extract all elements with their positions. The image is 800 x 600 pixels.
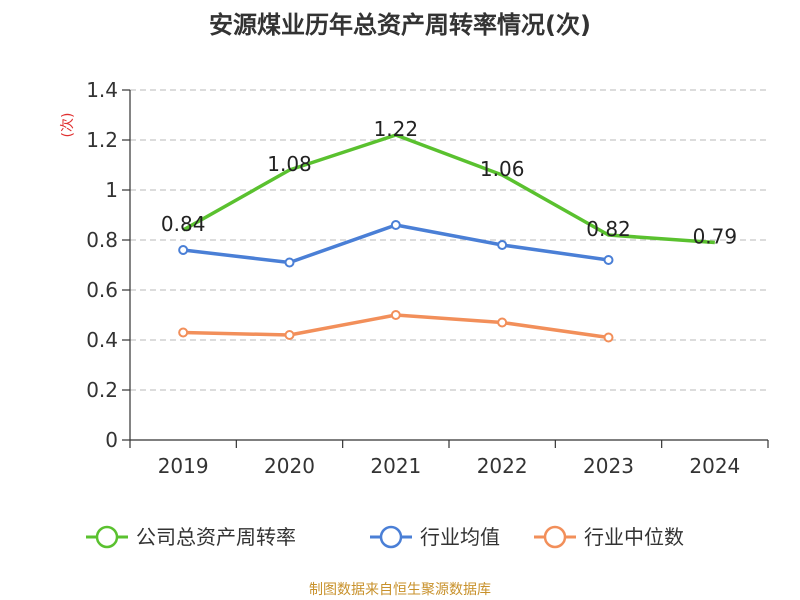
x-tick-label: 2023 [583, 454, 634, 478]
data-point [497, 317, 508, 328]
series-line-0 [182, 133, 715, 245]
data-label: 0.84 [161, 212, 206, 236]
axes: 0 0.2 0.4 0.6 0.8 1 1.2 1.4 2019 2020 2021 2022 2023… [86, 78, 769, 478]
legend-item-2[interactable]: 行业中位数 [534, 525, 684, 549]
y-tick-label: 0.6 [86, 278, 118, 302]
chart-title: 安源煤业历年总资产周转率情况(次) [209, 11, 591, 39]
y-tick-label: 0.8 [86, 228, 118, 252]
legend[interactable]: 公司总资产周转率 行业均值 行业中位数 [86, 525, 684, 549]
y-tick-label: 0.2 [86, 378, 118, 402]
data-label: 0.82 [586, 217, 631, 241]
data-label: 0.79 [693, 225, 738, 249]
data-point [284, 330, 295, 340]
data-point [390, 310, 401, 320]
data-point [178, 327, 189, 338]
data-point [603, 255, 614, 265]
legend-marker-icon [379, 525, 403, 549]
legend-marker-icon [95, 525, 119, 549]
x-tick-label: 2021 [370, 454, 421, 478]
legend-item-1[interactable]: 行业均值 [370, 525, 500, 549]
legend-label: 公司总资产周转率 [136, 525, 296, 549]
data-label: 1.06 [480, 157, 525, 181]
x-tick-label: 2019 [158, 454, 209, 478]
x-tick-label: 2020 [264, 454, 315, 478]
data-point [603, 332, 614, 343]
y-tick-label: 1.4 [86, 78, 118, 102]
y-tick-label: 0 [105, 428, 118, 452]
legend-item-0[interactable]: 公司总资产周转率 [86, 525, 296, 549]
legend-label: 行业均值 [420, 525, 500, 549]
series-group [178, 133, 715, 343]
data-label: 1.08 [267, 152, 312, 176]
data-label: 1.22 [374, 117, 419, 141]
data-point [390, 220, 401, 230]
y-axis-label: (次) [60, 113, 76, 138]
source-note: 制图数据来自恒生聚源数据库 [309, 582, 491, 598]
data-point [178, 245, 189, 255]
x-tick-label: 2024 [689, 454, 740, 478]
legend-marker-icon [543, 525, 567, 549]
y-tick-label: 1.2 [86, 128, 118, 152]
data-labels: 0.84 1.08 1.22 1.06 0.82 0.79 [161, 117, 737, 249]
series-line-1 [182, 223, 609, 265]
x-tick-label: 2022 [477, 454, 528, 478]
legend-label: 行业中位数 [584, 525, 684, 549]
y-tick-label: 1 [105, 178, 118, 202]
y-tick-label: 0.4 [86, 328, 118, 352]
data-point [497, 240, 508, 250]
data-point [284, 257, 295, 268]
